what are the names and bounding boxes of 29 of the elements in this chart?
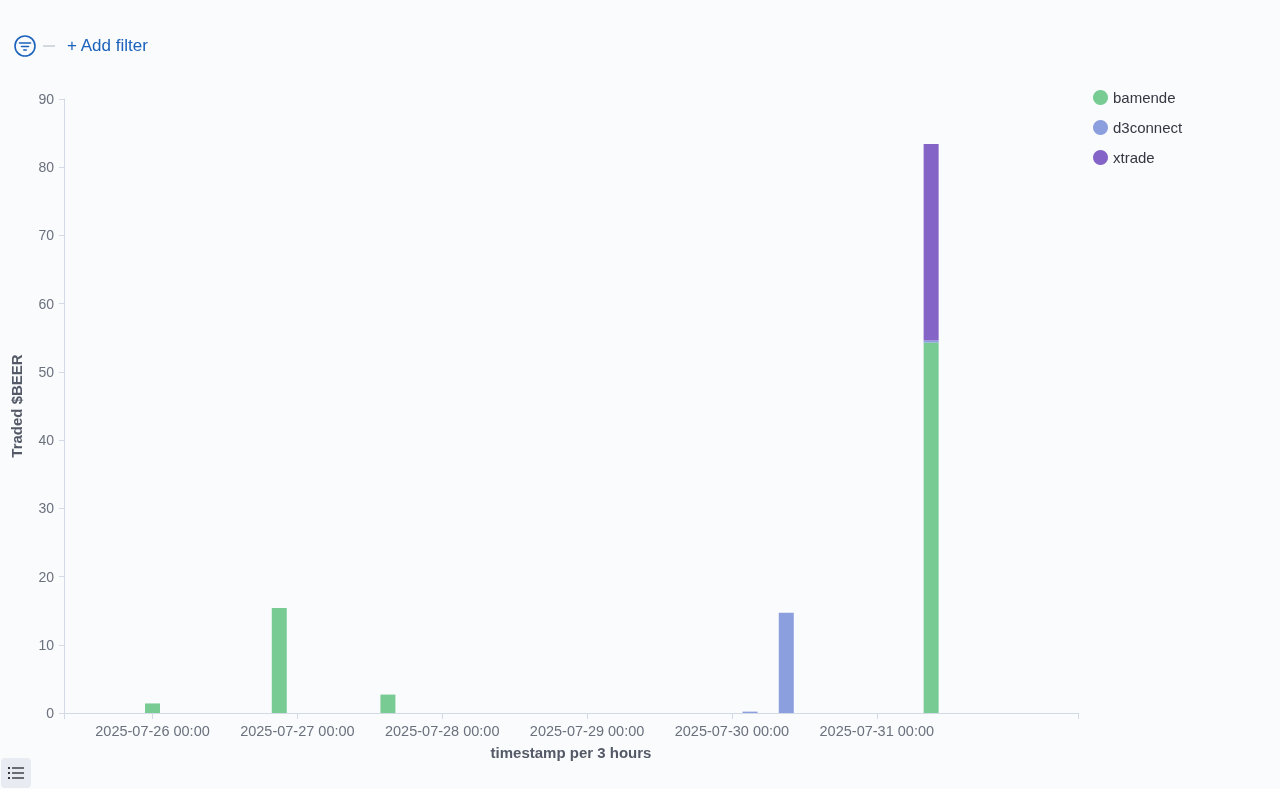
y-tick-label: 60	[38, 295, 55, 312]
x-axis-title: timestamp per 3 hours	[490, 744, 652, 761]
y-tick-label: 80	[38, 159, 55, 176]
x-tick-label: 2025-07-26 00:00	[95, 722, 210, 739]
bar	[380, 694, 396, 713]
x-tick-label: 2025-07-28 00:00	[384, 722, 500, 739]
bar	[271, 607, 287, 713]
bar	[145, 703, 161, 713]
legend-label: xtrade	[1113, 149, 1155, 166]
bar	[923, 340, 939, 343]
y-tick-label: 30	[38, 500, 55, 517]
x-tick-label: 2025-07-29 00:00	[529, 722, 645, 739]
y-tick-label: 0	[46, 705, 55, 721]
y-tick-label: 10	[38, 636, 55, 653]
y-axis-title: Traded $BEER	[8, 354, 25, 458]
text: + Add filter	[67, 36, 148, 56]
legend-label: bamende	[1113, 89, 1176, 106]
x-tick-label: 2025-07-27 00:00	[240, 722, 355, 739]
y-tick-label: 20	[38, 568, 55, 585]
bar	[923, 144, 939, 341]
y-tick-label: 40	[38, 432, 55, 449]
bar	[778, 612, 794, 713]
bar	[923, 342, 939, 713]
x-tick-label: 2025-07-31 00:00	[819, 722, 935, 739]
legend-label: d3connect	[1113, 119, 1184, 136]
x-tick-label: 2025-07-30 00:00	[674, 722, 790, 739]
y-tick-label: 70	[38, 227, 55, 244]
y-tick-label: 90	[38, 91, 55, 107]
y-tick-label: 50	[38, 363, 55, 380]
